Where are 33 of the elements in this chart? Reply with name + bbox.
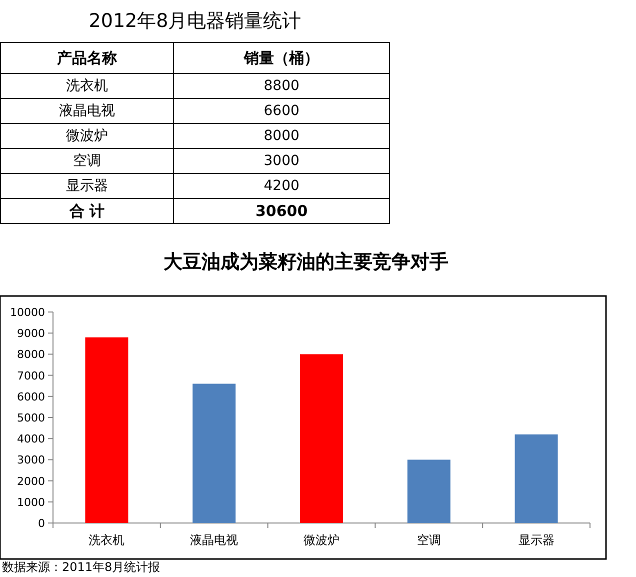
x-tick-label: 微波炉 bbox=[304, 533, 340, 547]
text: 合 计 bbox=[0, 198, 174, 224]
y-tick-label: 5000 bbox=[17, 412, 45, 424]
y-tick-label: 0 bbox=[38, 517, 45, 530]
text: 8000 bbox=[174, 124, 390, 148]
chart-title: 大豆油成为菜籽油的主要竞争对手 bbox=[164, 251, 448, 273]
text: 8800 bbox=[174, 74, 390, 98]
y-tick-label: 9000 bbox=[17, 327, 45, 340]
y-tick-label: 3000 bbox=[17, 454, 45, 467]
text: 销量（桶） bbox=[174, 42, 390, 74]
source-note: 数据来源：2011年8月统计报 bbox=[2, 560, 160, 574]
y-tick-label: 6000 bbox=[17, 390, 45, 404]
x-tick-label: 洗衣机 bbox=[88, 533, 125, 547]
category-label: 空调 bbox=[73, 153, 102, 169]
x-tick-label: 空调 bbox=[416, 533, 441, 547]
text: 2012年8月电器销量统计 bbox=[88, 9, 302, 34]
y-tick-label: 1000 bbox=[17, 496, 45, 509]
category-label: 微波炉 bbox=[66, 128, 108, 144]
category-label: 显示器 bbox=[66, 178, 108, 194]
text: 6600 bbox=[174, 98, 390, 124]
y-tick-label: 8000 bbox=[17, 348, 45, 362]
y-tick-label: 10000 bbox=[10, 306, 45, 319]
x-tick-label: 显示器 bbox=[518, 533, 554, 547]
y-tick-label: 7000 bbox=[17, 369, 45, 382]
x-tick-label: 液晶电视 bbox=[190, 533, 238, 547]
category-label: 液晶电视 bbox=[59, 103, 116, 119]
category-label: 洗衣机 bbox=[66, 78, 108, 94]
y-tick-label: 2000 bbox=[17, 474, 45, 488]
text: 3000 bbox=[174, 148, 390, 174]
y-tick-label: 4000 bbox=[17, 432, 45, 446]
text: 4200 bbox=[174, 174, 390, 198]
text: 30600 bbox=[174, 198, 390, 224]
text: 产品名称 bbox=[0, 42, 174, 74]
